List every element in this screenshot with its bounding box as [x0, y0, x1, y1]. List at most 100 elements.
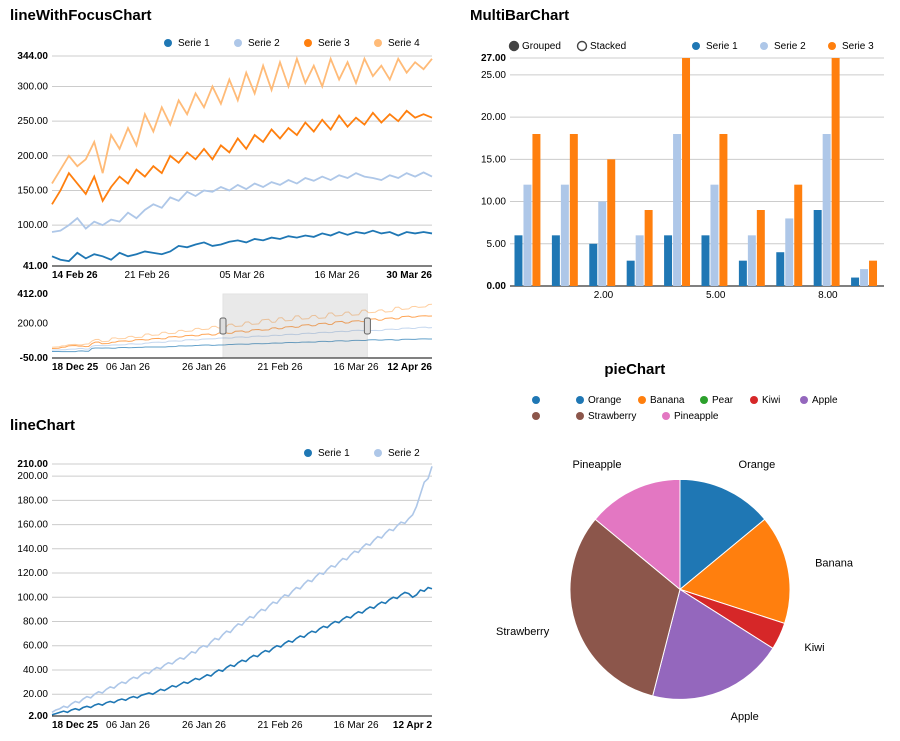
ytick-label: 40.00 — [23, 665, 48, 676]
xtick-label: 30 Mar 26 — [386, 270, 432, 281]
ytick-label: 80.00 — [23, 617, 48, 628]
bar[interactable] — [589, 244, 597, 286]
bar[interactable] — [664, 235, 672, 286]
bar[interactable] — [719, 134, 727, 286]
multibar-title: MultiBarChart — [470, 7, 569, 24]
pie-slice-label: Orange — [739, 459, 776, 471]
panel-line: lineChartSerie 2Serie 12.0020.0040.0060.… — [10, 416, 440, 736]
ytick-label: 27.00 — [481, 53, 506, 64]
bar[interactable] — [607, 159, 615, 286]
legend-swatch-extra[interactable] — [532, 396, 540, 404]
bar[interactable] — [645, 210, 653, 286]
legend-swatch[interactable] — [760, 42, 768, 50]
ytick-label: 200.00 — [17, 151, 48, 162]
bar[interactable] — [570, 134, 578, 286]
bar[interactable] — [776, 252, 784, 286]
legend-swatch[interactable] — [164, 39, 172, 47]
bar[interactable] — [523, 185, 531, 286]
bar[interactable] — [636, 235, 644, 286]
legend-item: Serie 3 — [318, 38, 350, 49]
mode-label: Stacked — [590, 41, 626, 52]
legend-swatch[interactable] — [576, 396, 584, 404]
xtick-label: 12 Apr 26 — [387, 362, 432, 373]
legend-swatch[interactable] — [374, 39, 382, 47]
ytick-label: 200.00 — [17, 471, 48, 482]
legend-item: Banana — [650, 395, 685, 406]
legend-swatch[interactable] — [304, 39, 312, 47]
xtick-label: 8.00 — [818, 290, 838, 301]
legend-swatch[interactable] — [662, 412, 670, 420]
legend-item: Pear — [712, 395, 734, 406]
series-line — [52, 172, 432, 232]
bar[interactable] — [673, 134, 681, 286]
bar[interactable] — [514, 235, 522, 286]
linefocus-title: lineWithFocusChart — [10, 7, 152, 24]
bar[interactable] — [823, 134, 831, 286]
legend-swatch[interactable] — [700, 396, 708, 404]
bar[interactable] — [561, 185, 569, 286]
legend-swatch[interactable] — [234, 39, 242, 47]
bar[interactable] — [794, 185, 802, 286]
legend-swatch[interactable] — [576, 412, 584, 420]
bar[interactable] — [710, 185, 718, 286]
ytick-label: 120.00 — [17, 568, 48, 579]
brush-handle-left[interactable] — [220, 318, 226, 334]
pie-slice-label: Apple — [731, 711, 759, 723]
bar[interactable] — [785, 218, 793, 286]
bar[interactable] — [532, 134, 540, 286]
brush-handle-right[interactable] — [364, 318, 370, 334]
xtick-label: 18 Dec 25 — [52, 362, 99, 373]
bar[interactable] — [748, 235, 756, 286]
mode-radio-grouped[interactable] — [510, 42, 519, 51]
ytick-label: 300.00 — [17, 81, 48, 92]
ytick-label: 180.00 — [17, 495, 48, 506]
xtick-label: 26 Jan 26 — [182, 362, 226, 373]
bar[interactable] — [627, 261, 635, 286]
bar[interactable] — [860, 269, 868, 286]
ytick-label: 5.00 — [487, 239, 507, 250]
ytick-label: 25.00 — [481, 70, 506, 81]
legend-swatch[interactable] — [638, 396, 646, 404]
mode-radio-stacked[interactable] — [578, 42, 587, 51]
legend-swatch[interactable] — [800, 396, 808, 404]
bar[interactable] — [851, 278, 859, 286]
series-line — [52, 466, 432, 712]
xtick-label: 2.00 — [594, 290, 614, 301]
ytick-label: 10.00 — [481, 197, 506, 208]
ytick-label: 150.00 — [17, 185, 48, 196]
xtick-label: 06 Jan 26 — [106, 362, 150, 373]
legend-item: Serie 3 — [842, 41, 874, 52]
xtick-label: 21 Feb 26 — [257, 362, 302, 373]
legend-swatch[interactable] — [304, 449, 312, 457]
ytick-label: 100.00 — [17, 220, 48, 231]
focus-brush[interactable] — [223, 294, 367, 358]
legend-item: Orange — [588, 395, 622, 406]
bar[interactable] — [701, 235, 709, 286]
legend-swatch-extra[interactable] — [532, 412, 540, 420]
bar[interactable] — [739, 261, 747, 286]
pie-slice-label: Pineapple — [573, 459, 622, 471]
legend-swatch[interactable] — [692, 42, 700, 50]
legend-swatch[interactable] — [750, 396, 758, 404]
ytick-label: 100.00 — [17, 592, 48, 603]
bar[interactable] — [552, 235, 560, 286]
legend-swatch[interactable] — [828, 42, 836, 50]
xtick-label: 21 Feb 26 — [257, 720, 302, 731]
legend-item: Serie 4 — [388, 38, 420, 49]
series-line — [52, 231, 432, 261]
legend-item: Serie 1 — [706, 41, 738, 52]
bar[interactable] — [598, 202, 606, 286]
pie-slice-label: Strawberry — [496, 626, 550, 638]
legend-item: Serie 2 — [248, 38, 280, 49]
ytick-label: 344.00 — [17, 51, 48, 62]
bar[interactable] — [869, 261, 877, 286]
ytick-label: 160.00 — [17, 520, 48, 531]
bar[interactable] — [682, 58, 690, 286]
bar[interactable] — [814, 210, 822, 286]
series-line — [52, 588, 432, 715]
bar[interactable] — [757, 210, 765, 286]
xtick-label: 16 Mar 26 — [314, 270, 359, 281]
bar[interactable] — [832, 58, 840, 286]
legend-swatch[interactable] — [374, 449, 382, 457]
xtick-label: 18 Dec 25 — [52, 720, 99, 731]
